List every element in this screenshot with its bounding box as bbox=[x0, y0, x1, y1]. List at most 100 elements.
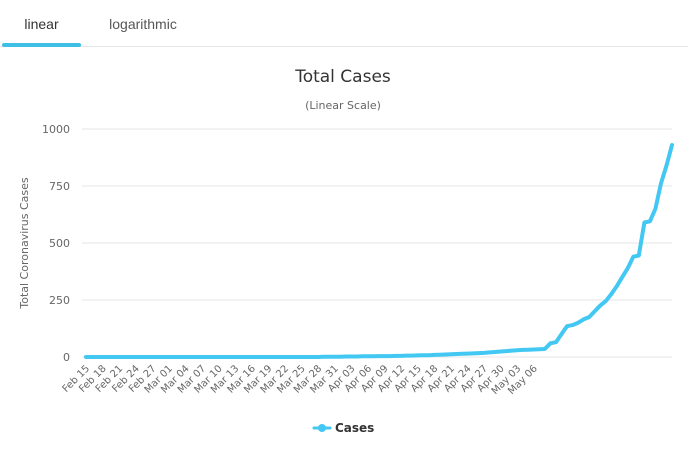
data-point[interactable] bbox=[128, 355, 132, 359]
data-point[interactable] bbox=[598, 304, 602, 308]
data-point[interactable] bbox=[405, 354, 409, 358]
data-point[interactable] bbox=[482, 351, 486, 355]
data-point[interactable] bbox=[239, 355, 243, 359]
data-point[interactable] bbox=[272, 355, 276, 359]
data-point[interactable] bbox=[112, 355, 116, 359]
data-point[interactable] bbox=[355, 354, 359, 359]
data-point[interactable] bbox=[410, 354, 414, 358]
data-point[interactable] bbox=[283, 355, 287, 359]
data-point[interactable] bbox=[338, 355, 342, 359]
data-point[interactable] bbox=[388, 354, 392, 358]
data-point[interactable] bbox=[565, 324, 569, 328]
tab-linear[interactable]: linear bbox=[2, 0, 81, 47]
data-point[interactable] bbox=[626, 266, 630, 270]
data-point[interactable] bbox=[150, 355, 154, 359]
data-point[interactable] bbox=[123, 355, 127, 359]
data-point[interactable] bbox=[460, 352, 464, 356]
data-point[interactable] bbox=[416, 353, 420, 357]
data-point[interactable] bbox=[333, 355, 337, 359]
data-point[interactable] bbox=[521, 348, 525, 352]
data-point[interactable] bbox=[421, 353, 425, 357]
data-point[interactable] bbox=[515, 348, 519, 352]
data-point[interactable] bbox=[443, 352, 447, 357]
data-point[interactable] bbox=[510, 349, 514, 353]
data-point[interactable] bbox=[488, 350, 492, 354]
data-point[interactable] bbox=[300, 355, 304, 359]
series-line-cases[interactable] bbox=[84, 143, 674, 359]
data-point[interactable] bbox=[659, 182, 663, 186]
data-point[interactable] bbox=[432, 353, 436, 357]
data-point[interactable] bbox=[554, 340, 558, 344]
data-point[interactable] bbox=[277, 355, 282, 359]
data-point[interactable] bbox=[581, 317, 586, 321]
data-point[interactable] bbox=[642, 220, 647, 225]
data-point[interactable] bbox=[228, 355, 232, 359]
data-point[interactable] bbox=[211, 355, 215, 359]
data-point[interactable] bbox=[167, 355, 171, 359]
data-point[interactable] bbox=[465, 352, 470, 356]
data-point[interactable] bbox=[217, 355, 221, 359]
data-point[interactable] bbox=[648, 219, 652, 223]
data-point[interactable] bbox=[604, 299, 608, 303]
data-point[interactable] bbox=[101, 355, 105, 359]
data-point[interactable] bbox=[587, 315, 591, 319]
data-point[interactable] bbox=[366, 354, 370, 358]
data-point[interactable] bbox=[394, 354, 398, 358]
data-point[interactable] bbox=[532, 347, 536, 352]
data-point[interactable] bbox=[499, 349, 503, 354]
data-point[interactable] bbox=[311, 355, 315, 359]
legend[interactable]: Cases bbox=[312, 421, 374, 435]
data-point[interactable] bbox=[327, 355, 331, 359]
data-point[interactable] bbox=[288, 355, 293, 359]
data-point[interactable] bbox=[526, 348, 530, 352]
data-point[interactable] bbox=[377, 354, 381, 358]
data-point[interactable] bbox=[189, 355, 193, 359]
data-point[interactable] bbox=[438, 353, 442, 357]
data-point[interactable] bbox=[316, 355, 320, 359]
data-point[interactable] bbox=[250, 355, 254, 359]
data-point[interactable] bbox=[593, 309, 597, 313]
data-point[interactable] bbox=[95, 355, 99, 359]
data-point[interactable] bbox=[570, 323, 575, 327]
data-point[interactable] bbox=[145, 355, 149, 359]
data-point[interactable] bbox=[222, 355, 226, 359]
data-point[interactable] bbox=[476, 351, 481, 355]
data-point[interactable] bbox=[206, 355, 210, 359]
data-point[interactable] bbox=[537, 347, 541, 351]
data-point[interactable] bbox=[344, 354, 348, 359]
data-point[interactable] bbox=[255, 355, 259, 359]
data-point[interactable] bbox=[134, 355, 138, 359]
data-point[interactable] bbox=[548, 341, 553, 345]
data-point[interactable] bbox=[349, 354, 353, 359]
data-point[interactable] bbox=[653, 207, 658, 211]
data-point[interactable] bbox=[493, 350, 497, 354]
data-point[interactable] bbox=[178, 355, 182, 359]
data-point[interactable] bbox=[200, 355, 204, 359]
data-point[interactable] bbox=[89, 355, 94, 359]
data-point[interactable] bbox=[399, 354, 403, 358]
data-point[interactable] bbox=[117, 355, 121, 359]
data-point[interactable] bbox=[471, 351, 475, 355]
data-point[interactable] bbox=[139, 355, 143, 359]
data-point[interactable] bbox=[576, 321, 580, 325]
data-point[interactable] bbox=[631, 255, 635, 259]
data-point[interactable] bbox=[454, 352, 458, 356]
data-point[interactable] bbox=[427, 353, 431, 357]
tab-logarithmic[interactable]: logarithmic bbox=[100, 0, 186, 46]
data-point[interactable] bbox=[84, 355, 88, 359]
data-point[interactable] bbox=[233, 355, 237, 359]
data-point[interactable] bbox=[609, 292, 613, 296]
data-point[interactable] bbox=[161, 355, 165, 359]
data-point[interactable] bbox=[543, 347, 547, 351]
data-point[interactable] bbox=[360, 354, 364, 358]
data-point[interactable] bbox=[371, 354, 376, 358]
data-point[interactable] bbox=[382, 354, 387, 358]
data-point[interactable] bbox=[664, 163, 669, 168]
data-point[interactable] bbox=[620, 275, 624, 279]
data-point[interactable] bbox=[106, 355, 110, 359]
data-point[interactable] bbox=[637, 253, 641, 258]
data-point[interactable] bbox=[244, 355, 248, 359]
data-point[interactable] bbox=[261, 355, 265, 359]
data-point[interactable] bbox=[195, 355, 199, 359]
data-point[interactable] bbox=[670, 143, 674, 147]
